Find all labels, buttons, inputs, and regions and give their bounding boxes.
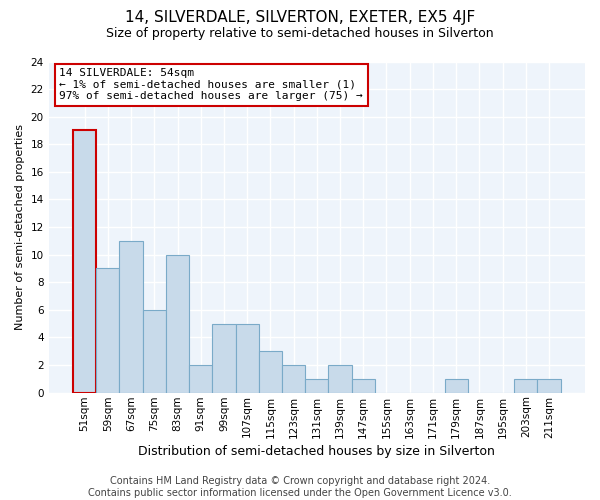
Bar <box>96 268 119 392</box>
Bar <box>236 324 259 392</box>
Bar <box>212 324 236 392</box>
Bar <box>259 352 282 393</box>
Text: 14, SILVERDALE, SILVERTON, EXETER, EX5 4JF: 14, SILVERDALE, SILVERTON, EXETER, EX5 4… <box>125 10 475 25</box>
Text: 14 SILVERDALE: 54sqm
← 1% of semi-detached houses are smaller (1)
97% of semi-de: 14 SILVERDALE: 54sqm ← 1% of semi-detach… <box>59 68 363 102</box>
X-axis label: Distribution of semi-detached houses by size in Silverton: Distribution of semi-detached houses by … <box>139 444 495 458</box>
Bar <box>189 365 212 392</box>
Bar <box>143 310 166 392</box>
Bar <box>352 379 375 392</box>
Bar <box>514 379 538 392</box>
Bar <box>305 379 328 392</box>
Bar <box>538 379 560 392</box>
Bar <box>445 379 468 392</box>
Text: Contains HM Land Registry data © Crown copyright and database right 2024.
Contai: Contains HM Land Registry data © Crown c… <box>88 476 512 498</box>
Bar <box>166 254 189 392</box>
Bar <box>282 365 305 392</box>
Bar <box>119 241 143 392</box>
Y-axis label: Number of semi-detached properties: Number of semi-detached properties <box>15 124 25 330</box>
Text: Size of property relative to semi-detached houses in Silverton: Size of property relative to semi-detach… <box>106 28 494 40</box>
Bar <box>328 365 352 392</box>
Bar <box>73 130 96 392</box>
